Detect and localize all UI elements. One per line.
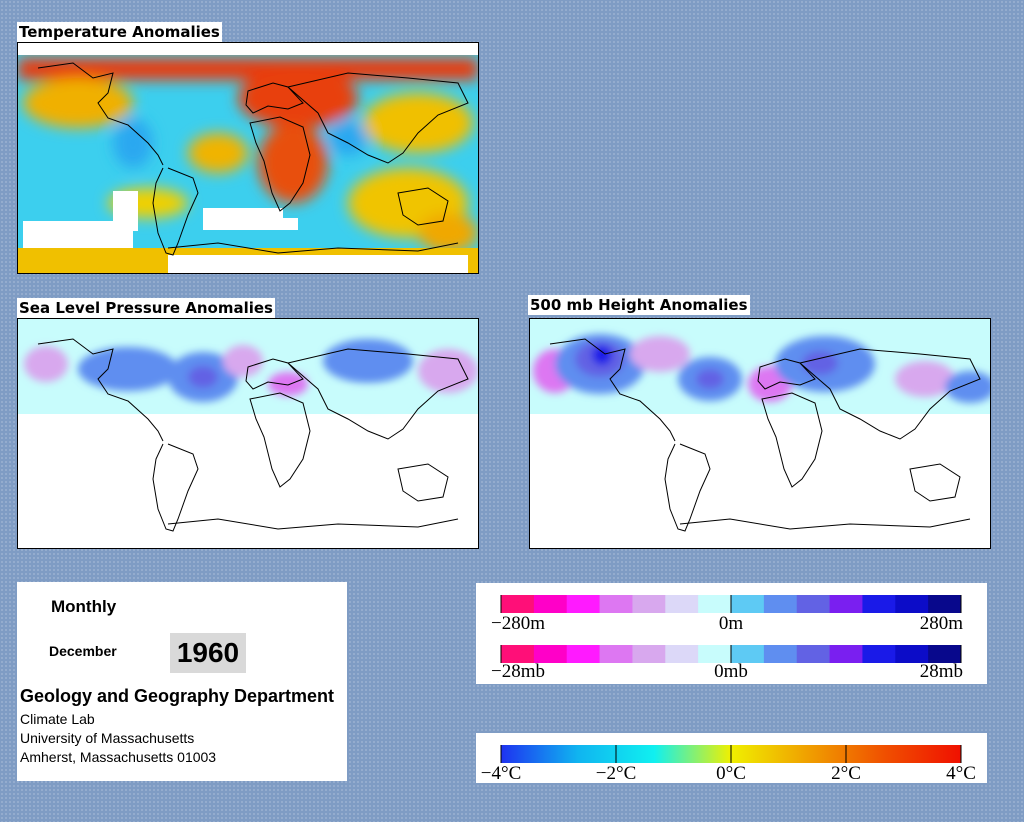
temperature-coastlines xyxy=(37,62,469,256)
height-swatch-13 xyxy=(928,595,962,613)
pressure-swatch-7 xyxy=(731,645,765,663)
pressure-swatch-13 xyxy=(928,645,962,663)
pressure-swatch-8 xyxy=(763,645,798,663)
pressure-label-max: 28mb xyxy=(920,661,963,682)
pressure-swatch-1 xyxy=(533,645,568,663)
height-label-max: 280m xyxy=(920,613,964,634)
height-panel-title: 500 mb Height Anomalies xyxy=(528,295,750,315)
temp-label-neg4: −4°C xyxy=(481,763,522,783)
department-name: Geology and Geography Department xyxy=(20,686,335,706)
lab-name: Climate Lab xyxy=(20,711,95,727)
temp-label-0: 0°C xyxy=(716,763,746,783)
height-swatch-5 xyxy=(665,595,699,613)
pressure-swatch-2 xyxy=(566,645,601,663)
pressure-colorbar xyxy=(500,645,962,663)
height-swatch-7 xyxy=(731,595,765,613)
pressure-swatch-9 xyxy=(796,645,831,663)
height-colorbar xyxy=(500,595,962,613)
height-swatch-6 xyxy=(698,595,732,613)
temperature-legend: −4°C −2°C 0°C 2°C 4°C xyxy=(476,733,987,783)
height-swatch-10 xyxy=(829,595,863,613)
pressure-label-min: −28mb xyxy=(491,661,545,682)
pressure-swatch-12 xyxy=(895,645,929,663)
address: Amherst, Massachusetts 01003 xyxy=(20,749,217,765)
height-swatch-1 xyxy=(533,595,568,613)
temperature-missing-data xyxy=(18,43,478,273)
height-swatch-0 xyxy=(501,595,535,613)
height-swatch-8 xyxy=(763,595,798,613)
month-label: December xyxy=(49,643,117,659)
temperature-anomaly-map xyxy=(17,42,479,274)
temp-label-pos4: 4°C xyxy=(946,763,976,783)
frequency-label: Monthly xyxy=(51,597,117,616)
height-coastlines xyxy=(549,338,981,532)
height-swatch-11 xyxy=(862,595,896,613)
pressure-swatch-11 xyxy=(862,645,896,663)
info-box: Monthly December 1960 Geology and Geogra… xyxy=(17,582,347,781)
slp-coastlines xyxy=(37,338,469,532)
slp-panel-title: Sea Level Pressure Anomalies xyxy=(17,298,275,318)
height-swatch-4 xyxy=(632,595,666,613)
slp-anomaly-map xyxy=(17,318,479,549)
height-anomaly-map xyxy=(529,318,991,549)
pressure-swatch-0 xyxy=(501,645,535,663)
height-label-zero: 0m xyxy=(719,613,744,634)
pressure-swatch-5 xyxy=(665,645,699,663)
height-label-min: −280m xyxy=(491,613,545,634)
pressure-label-zero: 0mb xyxy=(714,661,748,682)
temperature-panel-title: Temperature Anomalies xyxy=(17,22,222,42)
university-name: University of Massachusetts xyxy=(20,730,195,746)
temp-label-neg2: −2°C xyxy=(596,763,637,783)
height-swatch-2 xyxy=(566,595,601,613)
pressure-swatch-6 xyxy=(698,645,732,663)
height-swatch-12 xyxy=(895,595,929,613)
height-pressure-legend: −280m 0m 280m −28mb 0mb 28mb xyxy=(476,583,987,684)
year-display: 1960 xyxy=(170,633,246,673)
pressure-swatch-4 xyxy=(632,645,666,663)
pressure-swatch-10 xyxy=(829,645,863,663)
height-swatch-9 xyxy=(796,595,831,613)
temp-label-pos2: 2°C xyxy=(831,763,861,783)
pressure-swatch-3 xyxy=(599,645,633,663)
height-swatch-3 xyxy=(599,595,633,613)
